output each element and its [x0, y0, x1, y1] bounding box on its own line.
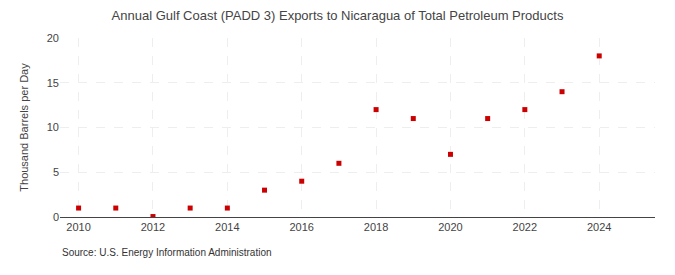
svg-text:2012: 2012	[141, 221, 165, 233]
svg-text:2018: 2018	[364, 221, 388, 233]
svg-text:5: 5	[53, 166, 59, 178]
svg-text:2024: 2024	[587, 221, 611, 233]
svg-text:0: 0	[53, 211, 59, 223]
svg-text:20: 20	[47, 32, 59, 44]
svg-text:15: 15	[47, 77, 59, 89]
svg-text:Thousand Barrels per Day: Thousand Barrels per Day	[18, 63, 30, 192]
svg-text:2022: 2022	[513, 221, 537, 233]
svg-text:2016: 2016	[289, 221, 313, 233]
svg-text:Annual Gulf Coast (PADD 3) Exp: Annual Gulf Coast (PADD 3) Exports to Ni…	[112, 8, 564, 23]
svg-text:2010: 2010	[66, 221, 90, 233]
svg-text:10: 10	[47, 121, 59, 133]
svg-text:2020: 2020	[438, 221, 462, 233]
svg-text:2014: 2014	[215, 221, 239, 233]
svg-text:Source: U.S. Energy Informatio: Source: U.S. Energy Information Administ…	[62, 247, 272, 258]
